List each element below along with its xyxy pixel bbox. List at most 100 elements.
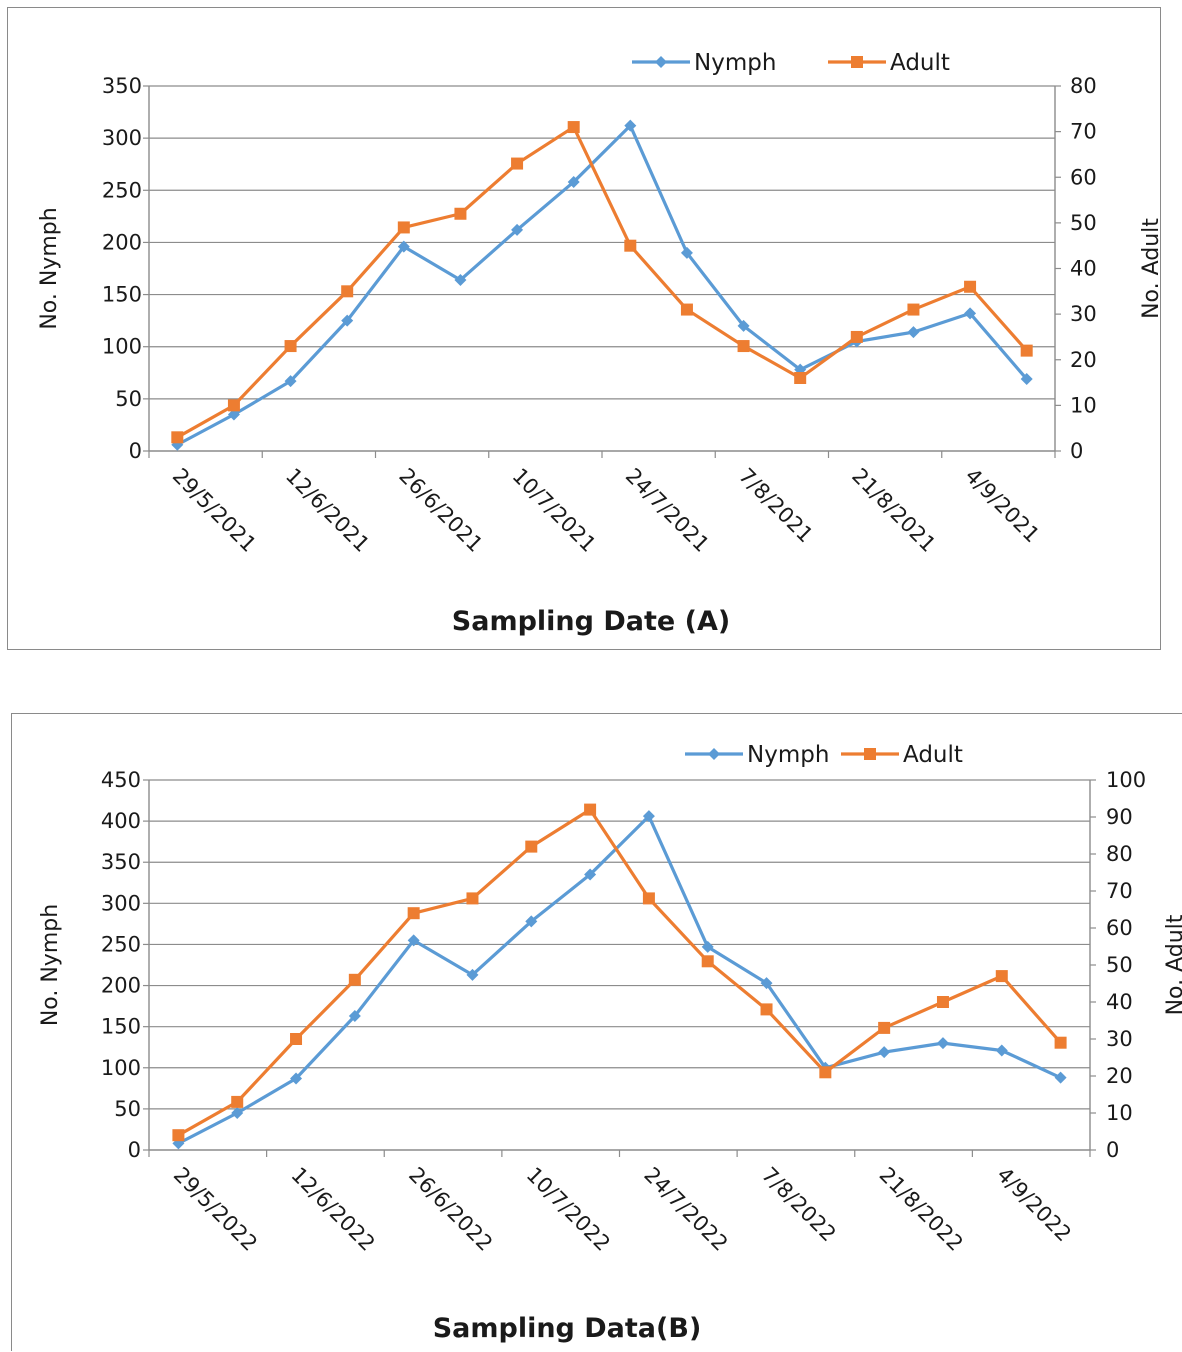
chart-0-svg: 0 50 100 150 200 250 300 350 0 10 20 30 40 50 60 70 80 29… <box>37 50 1164 637</box>
data-point-adult <box>466 892 479 905</box>
x-tick-label: 12/6/2022 <box>286 1163 379 1256</box>
data-point-nymph <box>525 915 538 928</box>
data-point-nymph <box>284 375 297 388</box>
series-line-nymph <box>177 814 1062 1145</box>
y-tick-label: 150 <box>102 283 142 307</box>
y-tick-label: 0 <box>128 1138 141 1162</box>
data-point-adult <box>907 303 920 316</box>
data-point-nymph <box>995 1044 1008 1057</box>
legend-label-nymph: Nymph <box>694 50 776 76</box>
x-tick-label: 29/5/2021 <box>168 464 261 557</box>
x-tick-label: 24/7/2022 <box>639 1163 732 1256</box>
legend-marker-adult <box>851 56 863 68</box>
y2-tick-label: 0 <box>1070 439 1083 463</box>
data-point-adult <box>172 1129 185 1142</box>
y-axis-title: No. Nymph <box>38 904 63 1026</box>
y2-tick-label: 10 <box>1070 393 1097 417</box>
y-tick-label: 400 <box>101 809 141 833</box>
x-tick-label: 26/6/2021 <box>394 464 487 557</box>
chart-a: 0 50 100 150 200 250 300 350 0 10 20 30 40 50 60 70 80 29… <box>7 7 1164 650</box>
data-point-adult <box>407 907 420 920</box>
x-tick-label: 21/8/2021 <box>847 464 940 557</box>
x-tick-label: 29/5/2022 <box>169 1163 262 1256</box>
data-point-nymph <box>907 326 920 339</box>
data-point-adult <box>584 803 597 816</box>
y-tick-label: 100 <box>101 1056 141 1080</box>
data-point-adult <box>397 221 410 234</box>
legend-label-nymph: Nymph <box>747 742 829 768</box>
data-point-nymph <box>642 810 655 823</box>
y2-tick-label: 0 <box>1106 1138 1119 1162</box>
series-line-nymph <box>176 124 1028 447</box>
data-point-adult <box>341 285 354 298</box>
data-point-adult <box>850 330 863 343</box>
data-point-adult <box>290 1033 303 1045</box>
x-tick-label: 21/8/2022 <box>875 1163 968 1256</box>
data-point-nymph <box>936 1037 949 1050</box>
data-point-nymph <box>341 314 354 327</box>
legend-label-adult: Adult <box>903 742 963 768</box>
x-tick-label: 7/8/2021 <box>734 464 818 548</box>
data-point-nymph <box>1054 1071 1067 1084</box>
data-point-nymph <box>701 940 714 953</box>
data-point-nymph <box>454 273 467 286</box>
data-point-adult <box>511 157 524 170</box>
legend-label-adult: Adult <box>890 50 950 76</box>
data-point-nymph <box>231 1107 244 1119</box>
data-point-adult <box>1054 1036 1067 1049</box>
y-tick-label: 450 <box>101 768 141 792</box>
y2-tick-label: 30 <box>1070 302 1097 326</box>
y-tick-label: 200 <box>101 974 141 998</box>
x-tick-label: 4/9/2021 <box>961 464 1045 548</box>
data-point-adult <box>525 840 538 853</box>
data-point-adult <box>284 340 297 353</box>
data-point-nymph <box>397 240 410 253</box>
data-point-nymph <box>680 246 693 259</box>
data-point-nymph <box>407 934 420 947</box>
data-point-adult <box>794 372 807 384</box>
y2-axis-title: No. Adult <box>1163 914 1182 1015</box>
chart-1-svg: 0 50 100 150 200 250 300 350 400 450 0 10 20 30 40 50 60… <box>38 742 1182 1344</box>
data-point-nymph <box>1020 373 1033 386</box>
y2-tick-label: 90 <box>1106 805 1133 829</box>
y2-tick-label: 40 <box>1106 990 1133 1014</box>
data-point-nymph <box>227 408 240 421</box>
y-tick-label: 100 <box>102 335 142 359</box>
x-tick-label: 26/6/2022 <box>404 1163 497 1256</box>
y-tick-label: 350 <box>101 850 141 874</box>
data-point-nymph <box>466 968 479 981</box>
y2-tick-label: 60 <box>1070 165 1097 189</box>
y2-tick-label: 20 <box>1070 348 1097 372</box>
y-tick-label: 50 <box>114 1097 141 1121</box>
y2-axis-title: No. Adult <box>1139 218 1164 319</box>
data-point-nymph <box>737 319 750 332</box>
series-line-adult <box>177 807 1062 1137</box>
x-axis-title: Sampling Date (A) <box>452 606 730 637</box>
series-line-adult <box>176 125 1028 439</box>
y2-tick-label: 50 <box>1106 953 1133 977</box>
y2-tick-label: 100 <box>1106 768 1146 792</box>
data-point-nymph <box>567 175 580 188</box>
x-tick-label: 10/7/2022 <box>522 1163 615 1256</box>
y-tick-label: 250 <box>102 178 142 202</box>
x-tick-label: 24/7/2021 <box>621 464 714 557</box>
chart-b: 0 50 100 150 200 250 300 350 400 450 0 10 20 30 40 50 60… <box>11 713 1182 1351</box>
y-tick-label: 0 <box>129 439 142 463</box>
x-axis-title: Sampling Data(B) <box>433 1313 702 1344</box>
data-point-nymph <box>624 119 637 132</box>
y2-tick-label: 10 <box>1106 1101 1133 1125</box>
data-point-nymph <box>290 1072 303 1085</box>
y-tick-label: 200 <box>102 230 142 254</box>
x-tick-label: 10/7/2021 <box>508 464 601 557</box>
data-point-adult <box>760 1003 773 1016</box>
y-tick-label: 300 <box>101 891 141 915</box>
data-point-adult <box>737 340 750 353</box>
x-tick-label: 7/8/2022 <box>757 1163 841 1247</box>
y-tick-label: 50 <box>115 387 142 411</box>
data-point-nymph <box>760 977 773 990</box>
y2-tick-label: 20 <box>1106 1064 1133 1088</box>
data-point-nymph <box>511 223 524 236</box>
legend-marker-nymph <box>708 748 720 760</box>
data-point-adult <box>171 431 184 444</box>
data-point-adult <box>348 973 361 986</box>
